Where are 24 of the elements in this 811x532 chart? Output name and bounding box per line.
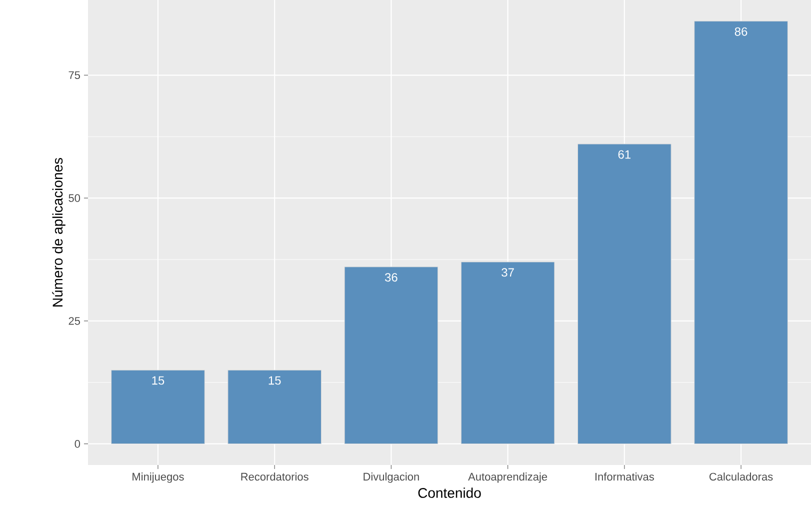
data-label: 15 [268,376,281,385]
x-tick-label: Recordatorios [241,472,308,481]
bar [344,266,438,444]
y-tick-label: 75 [68,71,80,80]
x-tick-label: Calculadoras [709,472,773,481]
y-tick-label: 50 [68,194,80,202]
data-label: 61 [618,150,630,159]
x-tick-label: Divulgacion [364,472,419,483]
y-axis-title: Número de aplicaciones [52,158,66,306]
y-tick-label: 25 [68,317,80,325]
x-tick-label: Informativas [595,472,654,481]
x-tick-label: Minijuegos [132,472,184,483]
bar [111,370,205,444]
y-tick-label: 0 [74,440,80,448]
bar [228,370,322,444]
bar [460,262,555,444]
data-label: 15 [152,376,164,385]
x-axis-title: Contenido [418,488,481,498]
data-label: 37 [502,268,514,277]
data-label: 36 [384,273,398,282]
data-label: 86 [734,27,748,36]
bar [578,144,672,444]
bar [694,20,788,444]
x-tick-label: Autoaprendizaje [468,472,548,483]
